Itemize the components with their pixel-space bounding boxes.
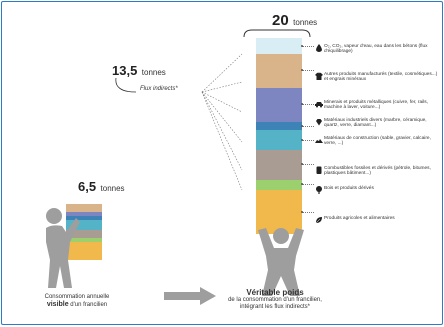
indirect-total-unit: tonnes bbox=[141, 68, 166, 77]
right-caption-line3: intégrant les flux indirects* bbox=[239, 304, 311, 310]
category-label: Minerais et produits métalliques (cuivre… bbox=[324, 100, 428, 111]
category-label: Produits agricoles et alimentaires bbox=[324, 216, 395, 221]
category-leader-dot bbox=[301, 103, 303, 105]
diamond-icon bbox=[316, 119, 322, 126]
category-leader-dot bbox=[301, 183, 303, 185]
left-caption-rest: d'un francilien bbox=[68, 302, 108, 308]
t-shirt-icon bbox=[315, 72, 323, 80]
category-label: Combustibles fossiles et dérivés (pétrol… bbox=[324, 166, 431, 177]
category-leader-line bbox=[302, 212, 314, 213]
visible-person-figure bbox=[46, 208, 80, 288]
visible-total: 6,5 tonnes bbox=[78, 178, 125, 196]
barrel-icon bbox=[316, 166, 322, 174]
indirect-arrow bbox=[115, 77, 137, 93]
category-leader-dot bbox=[301, 125, 303, 127]
water-drop-icon bbox=[316, 44, 322, 52]
category-label: Matériaux industriels divers (marbre, cé… bbox=[324, 118, 427, 129]
indirect-label: Flux indirects* bbox=[140, 86, 178, 92]
visible-total-value: 6,5 bbox=[78, 179, 97, 194]
indirect-leaders bbox=[201, 53, 243, 191]
category-leader-line bbox=[302, 184, 314, 185]
category-leader-dot bbox=[301, 163, 303, 165]
left-caption-bold: visible bbox=[46, 301, 69, 308]
category-label: Matériaux de construction (sable, gravie… bbox=[324, 136, 431, 147]
right-caption-line2: de la consommation d'un francilien, bbox=[228, 297, 322, 303]
category-leader-line bbox=[302, 140, 314, 141]
category-leader-line bbox=[302, 46, 314, 47]
category-leader-line bbox=[302, 126, 314, 127]
category-leader-line bbox=[302, 104, 314, 105]
category-label: Bois et produits dérivés bbox=[324, 186, 374, 191]
category-leader-dot bbox=[301, 139, 303, 141]
real-total: 20 tonnes bbox=[272, 12, 317, 30]
left-caption: Consommation annuelle visible d'un franc… bbox=[22, 294, 132, 309]
tree-icon bbox=[316, 186, 322, 194]
rubble-icon bbox=[315, 139, 323, 143]
comparison-arrow bbox=[164, 287, 216, 305]
visible-total-unit: tonnes bbox=[100, 184, 125, 193]
category-label: Autres produits manufacturés (textile, c… bbox=[324, 72, 438, 83]
category-leader-line bbox=[302, 164, 314, 165]
real-total-value: 20 bbox=[272, 12, 289, 29]
real-person-figure bbox=[258, 228, 304, 296]
visible-stack bbox=[66, 204, 102, 260]
real-total-unit: tonnes bbox=[293, 18, 318, 27]
top-bracket bbox=[243, 29, 311, 38]
indirect-total-value: 13,5 bbox=[112, 63, 138, 78]
right-caption-title: Véritable poids bbox=[246, 288, 304, 297]
category-leader-dot bbox=[301, 69, 303, 71]
right-caption: Véritable poids de la consommation d'un … bbox=[210, 288, 340, 311]
leaf-icon bbox=[315, 217, 322, 224]
category-leader-line bbox=[302, 70, 314, 71]
indirect-total: 13,5 tonnes bbox=[112, 62, 166, 80]
category-leader-dot bbox=[301, 211, 303, 213]
category-leader-dot bbox=[301, 45, 303, 47]
car-icon bbox=[315, 102, 323, 108]
category-label: O₂, CO₂, vapeur d'eau, eau dans les béto… bbox=[324, 44, 428, 55]
real-stack bbox=[256, 38, 302, 234]
left-caption-line1: Consommation annuelle bbox=[44, 294, 110, 300]
